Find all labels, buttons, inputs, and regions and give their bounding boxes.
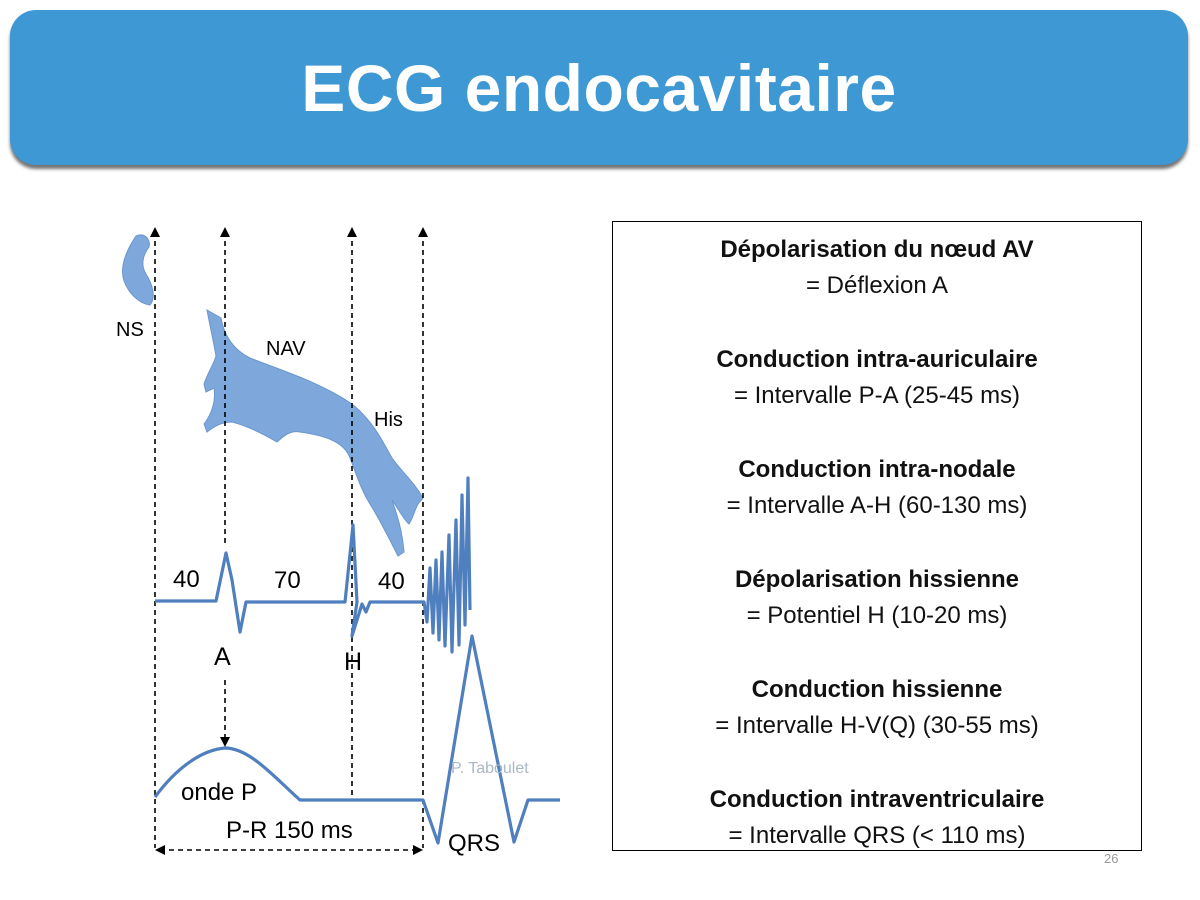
ns-label: NS <box>116 319 144 341</box>
sinus-node-shape <box>122 234 154 306</box>
info-item-intra-nodal: Conduction intra-nodale = Intervalle A-H… <box>613 452 1141 524</box>
info-item-av-node: Dépolarisation du nœud AV = Déflexion A <box>613 232 1141 304</box>
pa-interval-value: 40 <box>173 566 200 593</box>
onde-p-label: onde P <box>181 779 257 806</box>
hv-interval-value: 40 <box>378 568 405 595</box>
h-potential-label: H <box>344 648 362 676</box>
info-heading: Conduction intraventriculaire <box>709 786 1045 813</box>
pr-interval-label: P-R 150 ms <box>226 817 353 844</box>
info-item-his-depolarisation: Dépolarisation hissienne = Potentiel H (… <box>613 562 1141 634</box>
info-item-intra-atrial: Conduction intra-auriculaire = Intervall… <box>613 342 1141 414</box>
av-node-his-shape <box>203 309 424 557</box>
info-heading: Dépolarisation du nœud AV <box>720 236 1034 263</box>
nav-label: NAV <box>266 338 306 360</box>
credit-watermark: P. Taboulet <box>451 760 529 777</box>
info-heading: Conduction intra-auriculaire <box>716 346 1038 373</box>
qrs-label: QRS <box>448 830 500 857</box>
a-deflection-label: A <box>214 643 231 671</box>
info-detail: = Déflexion A <box>805 272 949 299</box>
title-banner: ECG endocavitaire <box>10 10 1188 165</box>
his-label: His <box>374 409 403 431</box>
info-detail: = Intervalle H-V(Q) (30-55 ms) <box>715 712 1039 739</box>
ah-interval-value: 70 <box>274 567 301 594</box>
info-item-his-conduction: Conduction hissienne = Intervalle H-V(Q)… <box>613 672 1141 744</box>
info-heading: Conduction hissienne <box>751 676 1003 703</box>
info-detail: = Intervalle A-H (60-130 ms) <box>726 492 1028 519</box>
info-item-intraventricular: Conduction intraventriculaire = Interval… <box>613 782 1141 854</box>
info-detail: = Intervalle QRS (< 110 ms) <box>728 822 1026 849</box>
info-box: Dépolarisation du nœud AV = Déflexion A … <box>612 221 1142 851</box>
slide-number: 26 <box>1104 851 1119 866</box>
info-heading: Conduction intra-nodale <box>738 456 1016 483</box>
his-bundle-trace <box>155 476 472 654</box>
info-detail: = Potentiel H (10-20 ms) <box>746 602 1008 629</box>
surface-ecg-trace <box>153 634 560 845</box>
slide-title: ECG endocavitaire <box>301 50 897 125</box>
info-detail: = Intervalle P-A (25-45 ms) <box>733 382 1021 409</box>
info-heading: Dépolarisation hissienne <box>734 566 1020 593</box>
